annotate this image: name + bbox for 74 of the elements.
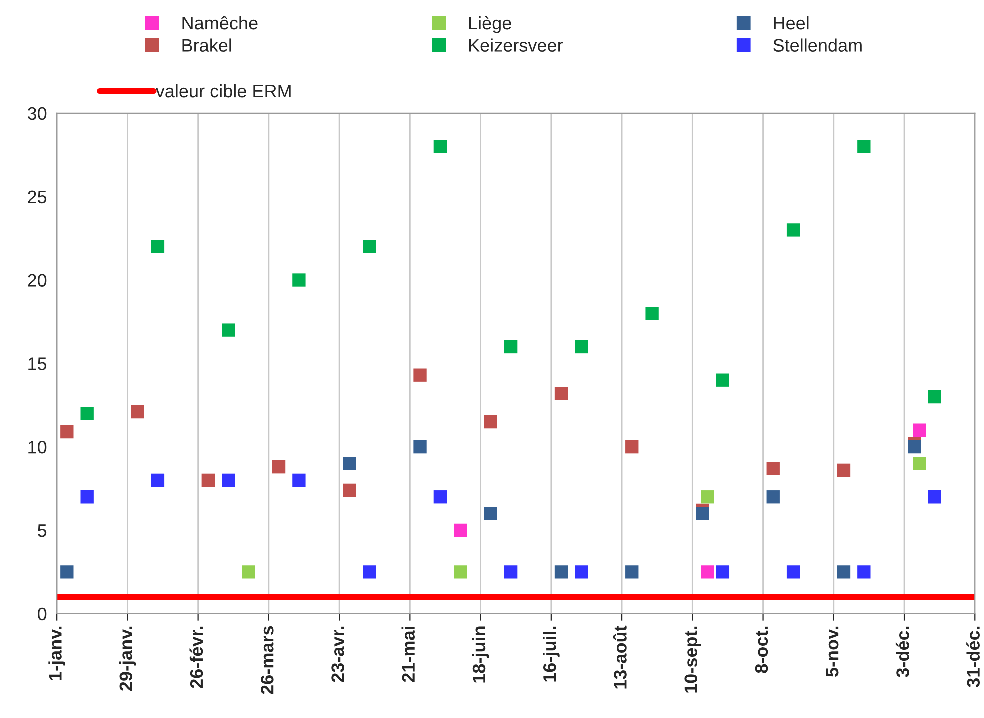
x-tick-label: 21-mai [402, 626, 416, 682]
legend-label: valeur cible ERM [156, 84, 291, 98]
y-tick-label: 10 [28, 441, 47, 454]
point [716, 374, 730, 387]
point [504, 566, 518, 579]
point [554, 566, 568, 579]
legend-label: Brakel [182, 38, 232, 52]
point [766, 462, 780, 476]
point [292, 274, 306, 287]
point [242, 566, 256, 579]
point [554, 387, 568, 400]
x-tick-label: 16-juil. [543, 626, 560, 682]
point [575, 566, 588, 579]
point [858, 140, 871, 154]
x-tick-label: 10-sept. [684, 626, 702, 693]
x-tick-label: 31-déc. [966, 626, 980, 688]
point [202, 474, 215, 488]
point [454, 524, 468, 538]
y-tick-label: 0 [38, 608, 47, 621]
point [701, 566, 714, 579]
point [343, 484, 356, 498]
point [222, 474, 236, 488]
point [434, 140, 448, 154]
x-tick-label: 18-juin [472, 626, 490, 683]
point [484, 415, 498, 429]
point [363, 566, 376, 579]
point [414, 440, 427, 454]
point [913, 457, 926, 470]
x-tick-label: 26-févr. [190, 626, 204, 688]
point [786, 224, 800, 237]
y-tick-label: 15 [28, 358, 47, 370]
y-tick-label: 20 [28, 274, 47, 287]
point [363, 240, 376, 254]
point [343, 457, 356, 470]
x-tick-label: 3-déc. [896, 626, 910, 678]
point [272, 460, 286, 474]
point [928, 490, 942, 504]
point [701, 490, 714, 504]
point [504, 340, 518, 354]
point [837, 464, 851, 478]
point [928, 390, 942, 404]
point [414, 368, 427, 382]
x-tick-label: 13-août [613, 626, 627, 689]
point [626, 440, 639, 454]
point [766, 490, 780, 504]
point [484, 507, 498, 520]
y-tick-label: 25 [28, 190, 47, 204]
legend-label: Namêche [182, 16, 258, 30]
x-tick-label: 1-janv. [48, 626, 66, 680]
point [454, 566, 468, 579]
point [858, 566, 871, 579]
x-tick-label: 23-avr. [332, 626, 344, 682]
point [786, 566, 800, 579]
x-tick-label: 26-mars [260, 626, 274, 694]
legend-label: Heel [774, 16, 809, 30]
x-tick-label: 29-janv. [119, 626, 136, 691]
legend-label: Liège [469, 16, 512, 34]
point [913, 424, 926, 437]
legend-label: Stellendam [774, 38, 862, 52]
x-tick-label: 8-oct. [755, 626, 768, 674]
point [908, 440, 922, 454]
point [696, 507, 710, 520]
legend-label: Keizersveer [469, 38, 564, 52]
point [626, 566, 639, 579]
x-tick-label: 5-nov. [826, 626, 839, 677]
point [434, 490, 448, 504]
point [292, 474, 306, 488]
y-tick-label: 5 [38, 524, 47, 538]
point [222, 324, 236, 337]
point [837, 566, 851, 579]
point [716, 566, 730, 579]
y-tick-label: 30 [28, 107, 47, 120]
point [575, 340, 588, 354]
point [646, 307, 659, 320]
